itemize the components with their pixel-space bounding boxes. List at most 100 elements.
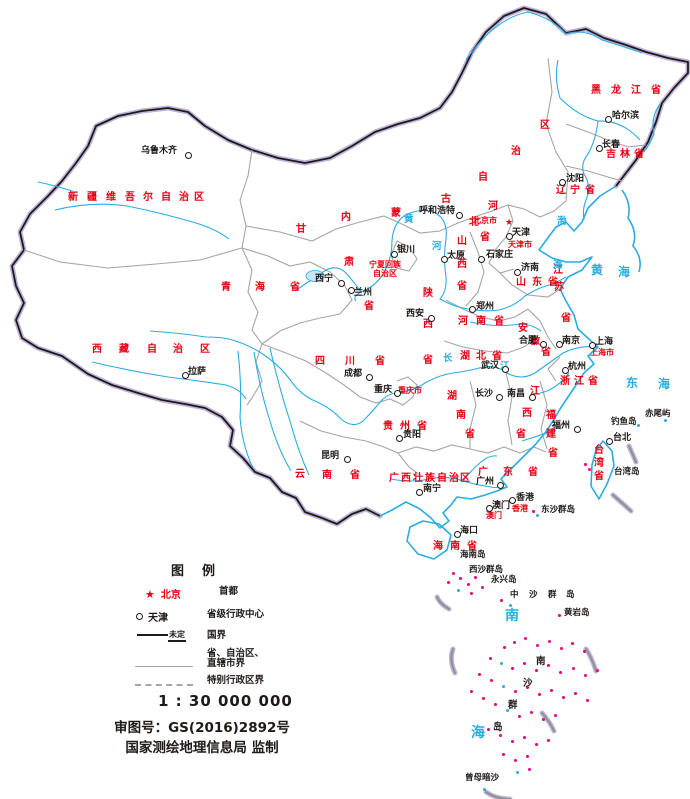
city-label: 天津 (512, 228, 531, 238)
island-label: 岛 (493, 722, 503, 733)
city-label: 海口 (460, 526, 479, 536)
reef-dot (500, 662, 503, 665)
city-marker (496, 394, 503, 401)
province-label: 浙 (560, 376, 570, 387)
province-label: 川 (345, 356, 355, 367)
city-label: 乌鲁木齐 (141, 146, 178, 156)
province-label: 西 (522, 408, 532, 419)
reef-dot (482, 697, 485, 700)
province-label: 天津市 (508, 240, 532, 249)
city-label: 贵阳 (403, 430, 422, 440)
island-label: 海南岛 (460, 550, 486, 560)
city-label: 福州 (552, 421, 571, 431)
reef-dot (535, 669, 538, 672)
reef-dot (452, 572, 455, 575)
city-marker (606, 438, 613, 445)
city-marker (497, 482, 504, 489)
province-label: 陕 (423, 288, 433, 299)
province-label: 徽 (530, 336, 540, 347)
city-label: 重庆 (374, 385, 393, 395)
island-label: 岛 (566, 590, 575, 600)
reef-dot (478, 673, 481, 676)
city-label: 广州 (476, 477, 495, 487)
reef-dot (524, 637, 527, 640)
reef-dot (500, 599, 503, 602)
province-label: 西 (457, 259, 467, 270)
province-label: 南 (476, 316, 486, 327)
city-marker (605, 116, 612, 123)
province-label: 四 (315, 356, 325, 367)
province-label: 省 (634, 149, 644, 160)
province-label: 甘 (296, 224, 306, 235)
city-label: 银川 (397, 245, 416, 255)
province-label: 省 (423, 355, 433, 366)
legend-sar-boundary-row: 特别行政区界 (135, 674, 264, 693)
reef-dot (560, 647, 563, 650)
city-marker (338, 280, 345, 287)
city-marker (366, 374, 373, 381)
city-label: 拉萨 (188, 367, 207, 377)
city-marker (478, 256, 485, 263)
reef-dot (494, 703, 497, 706)
province-label: 省 (588, 376, 598, 387)
legend-national-boundary-row: 未定 国界 (137, 624, 226, 643)
map-legend: 图例 ★ 北京 首都 天津 省级行政中心 未定 国界 省、自治区、 直辖市界 特别… (133, 556, 283, 696)
reef-dot (559, 671, 562, 674)
province-label: 省 (561, 313, 571, 324)
undefined-boundary-label: 未定 (168, 630, 186, 642)
capital-star-icon: ★ (145, 588, 155, 601)
province-label: 自 (147, 344, 157, 355)
province-label: 蒙 (391, 208, 401, 219)
province-label: 内 (341, 212, 351, 223)
island-label: 沙 (529, 590, 538, 600)
province-label: 省 (480, 232, 490, 243)
reef-dot (506, 709, 509, 712)
province-label: 省 (528, 467, 538, 478)
city-marker (486, 505, 493, 512)
island-label: 永兴岛 (491, 575, 517, 585)
province-label: 贵 (383, 421, 393, 432)
province-label: 云 (295, 469, 305, 480)
province-label: 北京市 (473, 216, 497, 225)
province-label: 重庆市 (398, 386, 422, 395)
island-label: 群 (508, 700, 518, 711)
reef-dot (457, 589, 460, 592)
province-label: 澳门 (486, 511, 502, 520)
province-label: 省 (467, 541, 477, 552)
city-label: 太原 (447, 251, 466, 261)
province-label: 东 (532, 277, 542, 288)
province-label: 省 (350, 470, 360, 481)
reef-dot (523, 736, 526, 739)
island-label: 台湾岛 (614, 467, 640, 477)
province-label: 江 (574, 376, 584, 387)
island-label: 西沙群岛 (469, 565, 504, 575)
reef-dot (574, 692, 577, 695)
city-marker (574, 426, 581, 433)
reef-dot (511, 740, 514, 743)
reef-dot (530, 711, 533, 714)
province-label: 南 (322, 470, 332, 481)
legend-title: 图例 (171, 564, 234, 579)
reef-dot (536, 644, 539, 647)
reef-dot (664, 419, 667, 422)
city-label: 澳门 (492, 501, 511, 511)
sea-label: 东 (626, 376, 639, 390)
reef-dot (514, 759, 517, 762)
city-marker (348, 287, 355, 294)
province-label: 江 (530, 386, 540, 397)
reef-dot (518, 715, 521, 718)
city-marker (540, 341, 547, 348)
water-label: 长 (443, 353, 453, 364)
reef-dot (572, 667, 575, 670)
province-label: 区 (540, 120, 550, 131)
city-marker (469, 306, 476, 313)
reef-dot (584, 463, 587, 466)
province-label: 维 (106, 192, 116, 203)
water-label: 渤 (557, 216, 567, 227)
city-marker (185, 152, 192, 159)
island-label: 群 (548, 590, 557, 600)
city-label: 石家庄 (486, 250, 514, 260)
reef-dot (528, 768, 531, 771)
